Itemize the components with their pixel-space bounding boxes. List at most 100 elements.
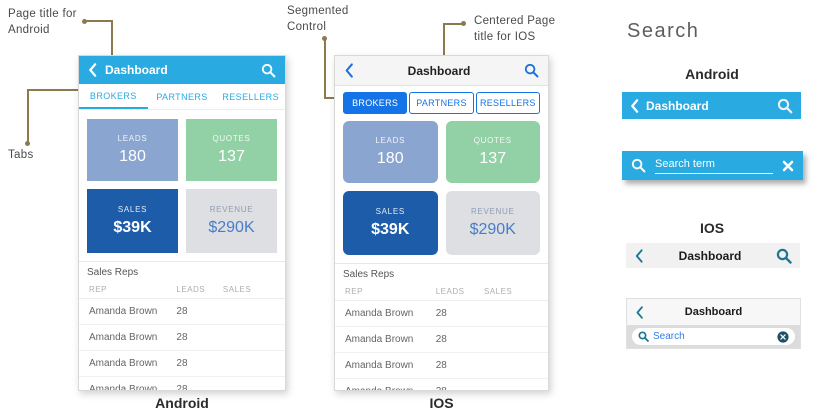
ios-caption: IOS — [429, 395, 454, 411]
toolbar-title: Dashboard — [646, 98, 709, 113]
back-chevron-icon[interactable] — [630, 98, 639, 113]
toolbar-title: Dashboard — [684, 306, 743, 318]
back-chevron-icon[interactable] — [635, 305, 644, 319]
android-app-bar: Dashboard — [79, 56, 285, 84]
card-label: SALES — [375, 207, 405, 216]
connector-line — [443, 23, 462, 25]
column-header-rep: REP — [89, 285, 107, 294]
search-icon[interactable] — [631, 158, 646, 173]
rep-name: Amanda Brown — [89, 384, 158, 391]
card-value: $290K — [208, 219, 255, 236]
android-toolbar-example: Dashboard — [622, 92, 801, 119]
ios-phone-mockup: Dashboard BROKERS PARTNERS RESELLERS LEA… — [334, 55, 549, 391]
section-title: Sales Reps — [87, 267, 139, 278]
leads-count: 28 — [176, 384, 188, 391]
ios-search-header: Dashboard — [627, 299, 800, 325]
search-input[interactable]: Search term — [655, 158, 773, 174]
table-header: REP LEADS SALES — [335, 283, 548, 301]
metric-cards: LEADS 180 QUOTES 137 SALES $39K REVENUE … — [335, 121, 548, 263]
card-label: SALES — [117, 205, 148, 214]
revenue-card[interactable]: REVENUE $290K — [445, 191, 540, 255]
tab-partners[interactable]: PARTNERS — [156, 91, 208, 102]
back-chevron-icon[interactable] — [634, 248, 644, 263]
connector-line — [27, 89, 79, 91]
rep-name: Amanda Brown — [345, 308, 414, 319]
table-header: REP LEADS SALES — [79, 281, 285, 299]
card-label: REVENUE — [470, 207, 515, 216]
connector-line — [85, 20, 112, 22]
column-header-leads: LEADS — [435, 287, 465, 296]
search-icon[interactable] — [777, 98, 793, 114]
card-label: LEADS — [375, 136, 406, 145]
rep-name: Amanda Brown — [89, 306, 158, 317]
card-value: 180 — [119, 148, 146, 165]
search-icon[interactable] — [524, 63, 539, 78]
table-row[interactable]: Amanda Brown 28 — [335, 379, 548, 390]
rep-name: Amanda Brown — [89, 358, 158, 369]
ios-toolbar-example: Dashboard — [626, 243, 800, 268]
tab-resellers[interactable]: RESELLERS — [222, 91, 279, 102]
column-header-sales: SALES — [483, 287, 513, 296]
card-label: LEADS — [117, 134, 148, 143]
revenue-card[interactable]: REVENUE $290K — [186, 189, 277, 253]
column-header-sales: SALES — [222, 285, 252, 294]
card-label: QUOTES — [212, 134, 251, 143]
connector-dot — [25, 141, 30, 146]
metric-cards: LEADS 180 QUOTES 137 SALES $39K REVENUE … — [79, 110, 285, 261]
leads-card[interactable]: LEADS 180 — [343, 121, 438, 183]
table-row[interactable]: Amanda Brown 28 — [79, 299, 285, 325]
page-title: Dashboard — [105, 63, 168, 77]
android-phone-mockup: Dashboard BROKERS PARTNERS RESELLERS LEA… — [78, 55, 286, 391]
tab-brokers[interactable]: BROKERS — [79, 84, 148, 109]
table-row[interactable]: Amanda Brown 28 — [79, 351, 285, 377]
leads-count: 28 — [435, 360, 447, 371]
table-row[interactable]: Amanda Brown 28 — [335, 301, 548, 327]
card-value: $290K — [469, 221, 516, 238]
close-icon[interactable] — [782, 160, 794, 172]
segment-brokers[interactable]: BROKERS — [343, 92, 408, 114]
leads-count: 28 — [436, 386, 484, 390]
table-row[interactable]: Amanda Brown 28 — [335, 353, 548, 379]
leads-card[interactable]: LEADS 180 — [87, 119, 178, 181]
annotation-page-title-android: Page title for Android — [8, 8, 77, 37]
sales-reps-section: Sales Reps REP LEADS SALES Amanda Brown … — [79, 261, 285, 391]
ios-nav-bar: Dashboard — [335, 56, 548, 86]
leads-count: 28 — [176, 358, 188, 369]
search-icon — [638, 331, 649, 342]
segment-partners[interactable]: PARTNERS — [409, 92, 474, 114]
leads-count: 28 — [176, 332, 188, 343]
search-icon[interactable] — [776, 248, 792, 264]
leads-count: 28 — [435, 334, 447, 345]
android-search-bar-example: Search term — [622, 151, 803, 180]
quotes-card[interactable]: QUOTES 137 — [445, 121, 540, 183]
table-row[interactable]: Amanda Brown 28 — [79, 377, 285, 391]
section-title: Sales Reps — [343, 269, 395, 280]
search-icon[interactable] — [261, 63, 276, 78]
search-field[interactable]: Search — [632, 328, 795, 345]
back-chevron-icon[interactable] — [88, 63, 97, 77]
table-row[interactable]: Amanda Brown 28 — [79, 325, 285, 351]
leads-count: 28 — [176, 306, 188, 317]
tab-bar: BROKERS PARTNERS RESELLERS — [79, 84, 285, 110]
rep-name: Amanda Brown — [345, 334, 414, 345]
connector-line — [324, 40, 326, 97]
sales-card[interactable]: SALES $39K — [87, 189, 178, 253]
clear-circle-icon[interactable] — [777, 330, 789, 343]
column-header-leads: LEADS — [176, 285, 206, 294]
sales-card[interactable]: SALES $39K — [343, 191, 438, 255]
page-title: Dashboard — [407, 63, 471, 78]
column-header-rep: REP — [345, 287, 363, 296]
leads-count: 28 — [435, 308, 447, 319]
search-placeholder: Search — [653, 331, 685, 342]
quotes-card[interactable]: QUOTES 137 — [186, 119, 277, 181]
segmented-control: BROKERS PARTNERS RESELLERS — [343, 92, 540, 114]
annotation-tabs: Tabs — [8, 149, 34, 161]
card-value: $39K — [371, 221, 410, 238]
segment-resellers[interactable]: RESELLERS — [475, 92, 540, 114]
card-value: 137 — [479, 150, 507, 167]
back-chevron-icon[interactable] — [344, 63, 354, 78]
connector-line — [111, 20, 113, 56]
table-row[interactable]: Amanda Brown 28 — [335, 327, 548, 353]
card-value: 137 — [218, 148, 245, 165]
card-label: QUOTES — [473, 136, 512, 145]
